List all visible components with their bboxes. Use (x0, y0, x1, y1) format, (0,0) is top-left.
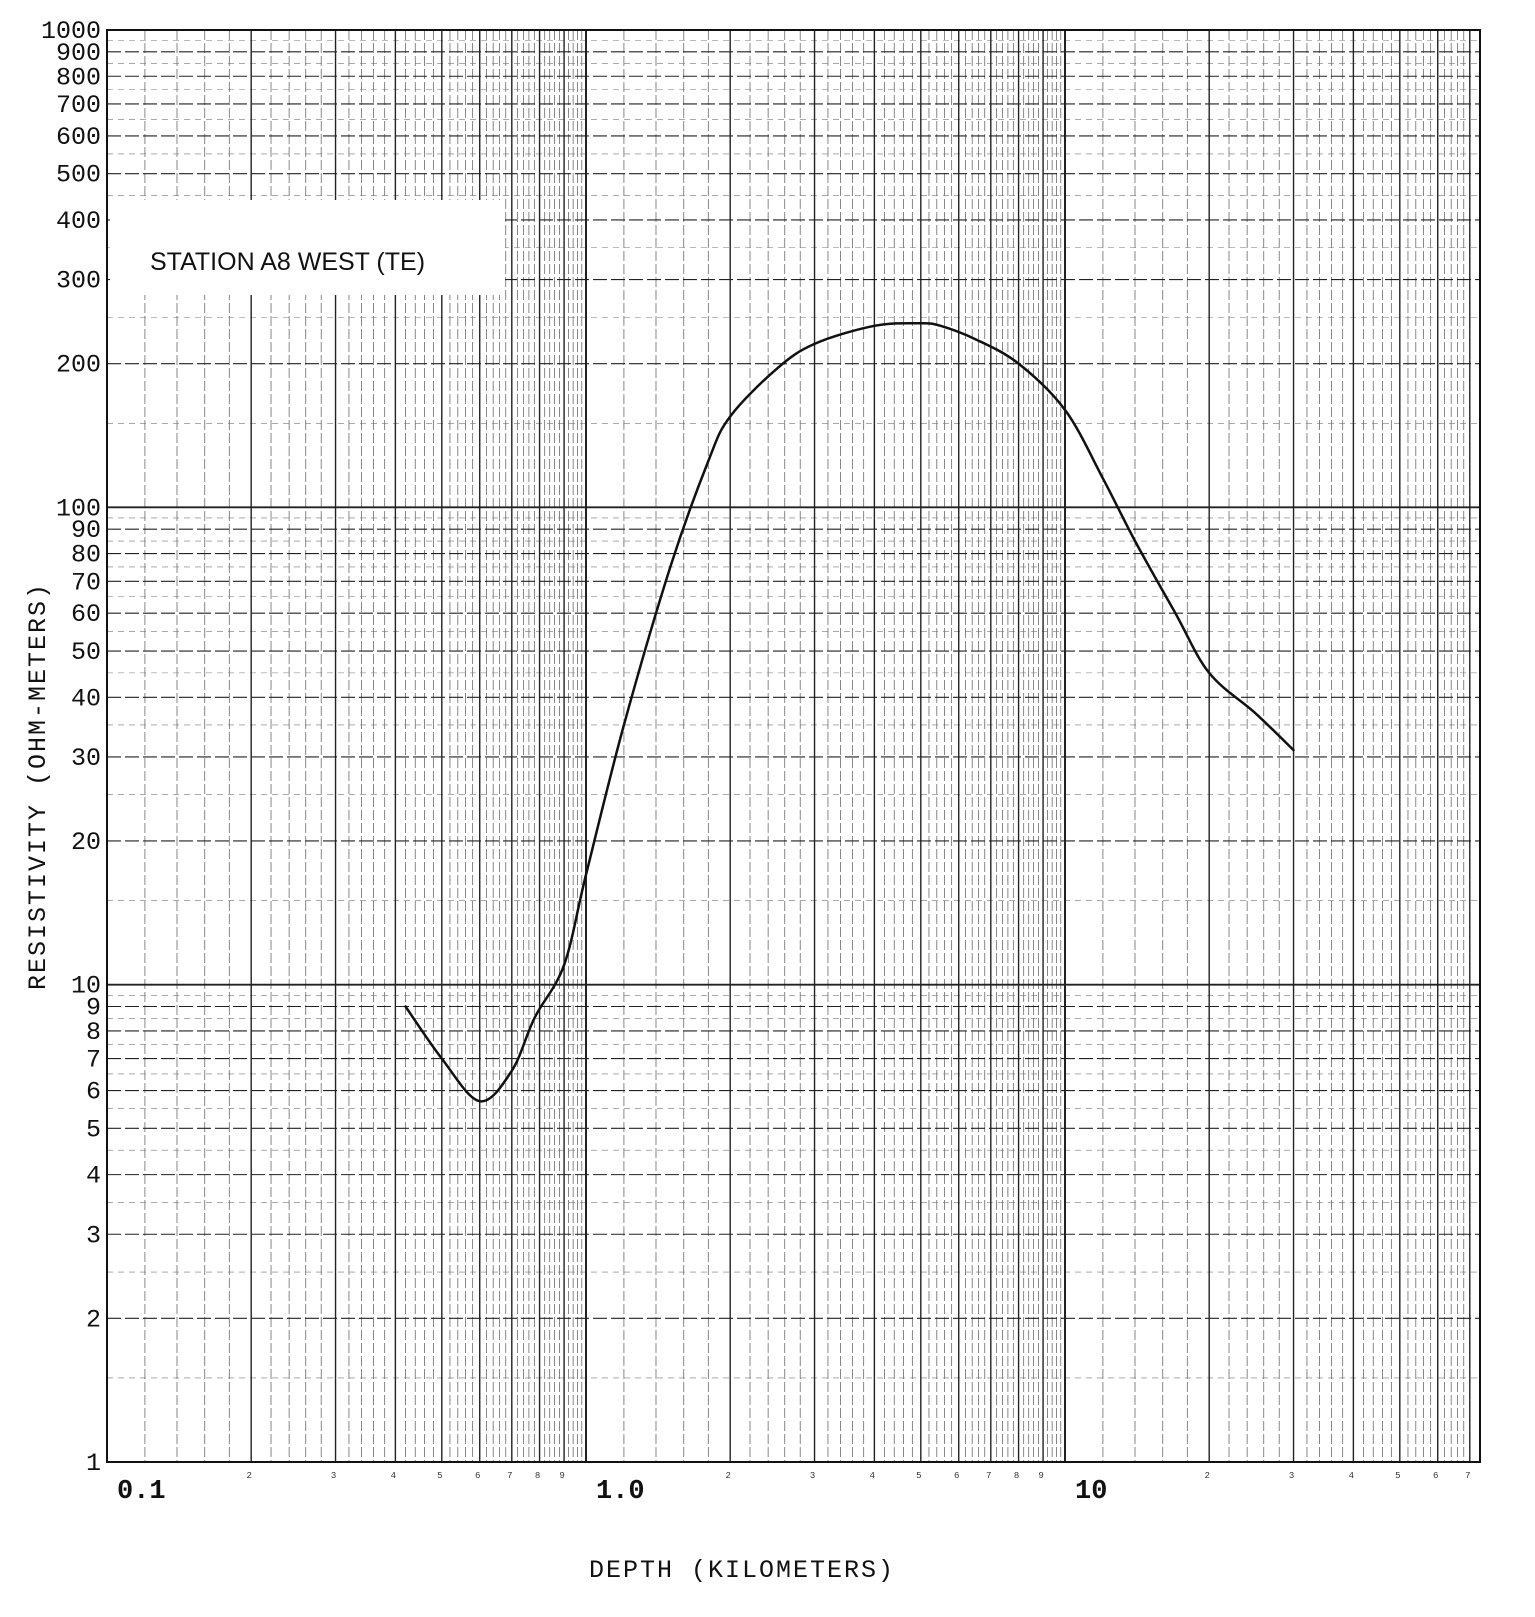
x-minor-tick-label: 6 (954, 1471, 959, 1481)
station-label-background (110, 200, 505, 295)
y-tick-label: 4 (86, 1162, 101, 1191)
x-minor-tick-label: 9 (559, 1471, 564, 1481)
x-tick-label: 0.1 (117, 1477, 166, 1507)
x-minor-tick-label: 4 (1349, 1471, 1354, 1481)
y-tick-label: 6 (86, 1078, 101, 1107)
y-tick-label: 8 (86, 1018, 101, 1047)
y-tick-label: 20 (71, 828, 101, 857)
y-tick-label: 5 (86, 1115, 101, 1144)
x-minor-tick-label: 5 (1395, 1471, 1400, 1481)
x-minor-tick-label: 5 (916, 1471, 921, 1481)
chart-title: STATION A8 WEST (TE) (150, 248, 425, 276)
y-tick-label: 1000 (41, 17, 101, 46)
plot-frame (106, 29, 1481, 1463)
y-tick-label: 600 (56, 123, 101, 152)
y-tick-label: 500 (56, 161, 101, 190)
y-axis-label: RESISTIVITY (OHM-METERS) (24, 582, 53, 990)
x-minor-tick-label: 7 (986, 1471, 991, 1481)
x-minor-tick-label: 8 (1014, 1471, 1019, 1481)
x-minor-tick-label: 5 (437, 1471, 442, 1481)
x-minor-tick-label: 4 (870, 1471, 875, 1481)
y-tick-label: 100 (56, 494, 101, 523)
y-tick-label: 40 (71, 684, 101, 713)
y-tick-label: 90 (71, 516, 101, 545)
y-tick-label: 9 (86, 994, 101, 1023)
x-minor-tick-labels: 2 3 4 5 6 7 8 9 2 3 4 5 6 7 8 9 2 3 4 5 6 7 (246, 1471, 1470, 1481)
x-minor-tick-label: 2 (725, 1471, 730, 1481)
y-tick-label: 70 (71, 568, 101, 597)
x-minor-tick-label: 3 (810, 1471, 815, 1481)
x-tick-labels: 0.1 1.0 10 (117, 1477, 1107, 1507)
x-minor-tick-label: 7 (1465, 1471, 1470, 1481)
y-tick-label: 300 (56, 267, 101, 296)
y-tick-label: 7 (86, 1046, 101, 1075)
x-minor-tick-label: 4 (391, 1471, 396, 1481)
y-tick-label: 400 (56, 207, 101, 236)
y-tick-label: 1 (86, 1449, 101, 1478)
y-tick-label: 50 (71, 638, 101, 667)
y-tick-label: 80 (71, 541, 101, 570)
x-minor-tick-label: 8 (535, 1471, 540, 1481)
x-minor-tick-label: 9 (1038, 1471, 1043, 1481)
y-tick-label: 2 (86, 1305, 101, 1334)
x-minor-tick-label: 2 (1204, 1471, 1209, 1481)
y-tick-label: 200 (56, 351, 101, 380)
minor-grid (107, 30, 1480, 1462)
x-axis-label: DEPTH (KILOMETERS) (589, 1556, 895, 1585)
x-minor-tick-label: 6 (1433, 1471, 1438, 1481)
y-tick-label: 10 (71, 972, 101, 1001)
resistivity-curve (404, 321, 1295, 1103)
y-tick-label: 60 (71, 600, 101, 629)
x-tick-label: 10 (1075, 1477, 1107, 1507)
y-tick-label: 800 (56, 63, 101, 92)
x-minor-tick-label: 3 (1289, 1471, 1294, 1481)
x-minor-tick-label: 6 (475, 1471, 480, 1481)
y-tick-label: 700 (56, 91, 101, 120)
y-tick-label: 3 (86, 1221, 101, 1250)
x-minor-tick-label: 3 (331, 1471, 336, 1481)
station-label-box: STATION A8 WEST (TE) (110, 200, 505, 295)
x-minor-tick-label: 7 (507, 1471, 512, 1481)
x-minor-tick-label: 2 (246, 1471, 251, 1481)
x-tick-label: 1.0 (596, 1477, 645, 1507)
y-tick-label: 900 (56, 39, 101, 68)
y-tick-label: 30 (71, 744, 101, 773)
